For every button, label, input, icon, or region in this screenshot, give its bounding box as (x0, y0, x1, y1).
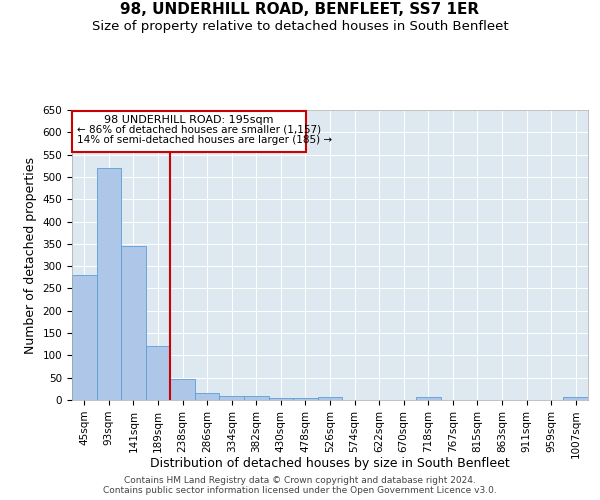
Bar (220, 396, 244, 400)
Text: 14% of semi-detached houses are larger (185) →: 14% of semi-detached houses are larger (… (77, 134, 332, 144)
Text: ← 86% of detached houses are smaller (1,157): ← 86% of detached houses are smaller (1,… (77, 124, 322, 134)
Text: 98 UNDERHILL ROAD: 195sqm: 98 UNDERHILL ROAD: 195sqm (104, 115, 274, 125)
Bar (73, 112, 306, 152)
Bar (146, 346, 170, 400)
Bar (195, 394, 220, 400)
Bar (416, 397, 440, 400)
Bar (244, 396, 269, 400)
Bar (170, 378, 195, 400)
Text: 98, UNDERHILL ROAD, BENFLEET, SS7 1ER: 98, UNDERHILL ROAD, BENFLEET, SS7 1ER (121, 2, 479, 18)
Y-axis label: Number of detached properties: Number of detached properties (24, 156, 37, 354)
Text: Distribution of detached houses by size in South Benfleet: Distribution of detached houses by size … (150, 458, 510, 470)
Text: Size of property relative to detached houses in South Benfleet: Size of property relative to detached ho… (92, 20, 508, 33)
Bar (563, 398, 588, 400)
Bar (269, 398, 293, 400)
Text: Contains public sector information licensed under the Open Government Licence v3: Contains public sector information licen… (103, 486, 497, 495)
Bar (97, 168, 121, 400)
Bar (72, 275, 97, 400)
Bar (318, 398, 342, 400)
Text: Contains HM Land Registry data © Crown copyright and database right 2024.: Contains HM Land Registry data © Crown c… (124, 476, 476, 485)
Bar (121, 246, 146, 400)
Bar (293, 398, 318, 400)
